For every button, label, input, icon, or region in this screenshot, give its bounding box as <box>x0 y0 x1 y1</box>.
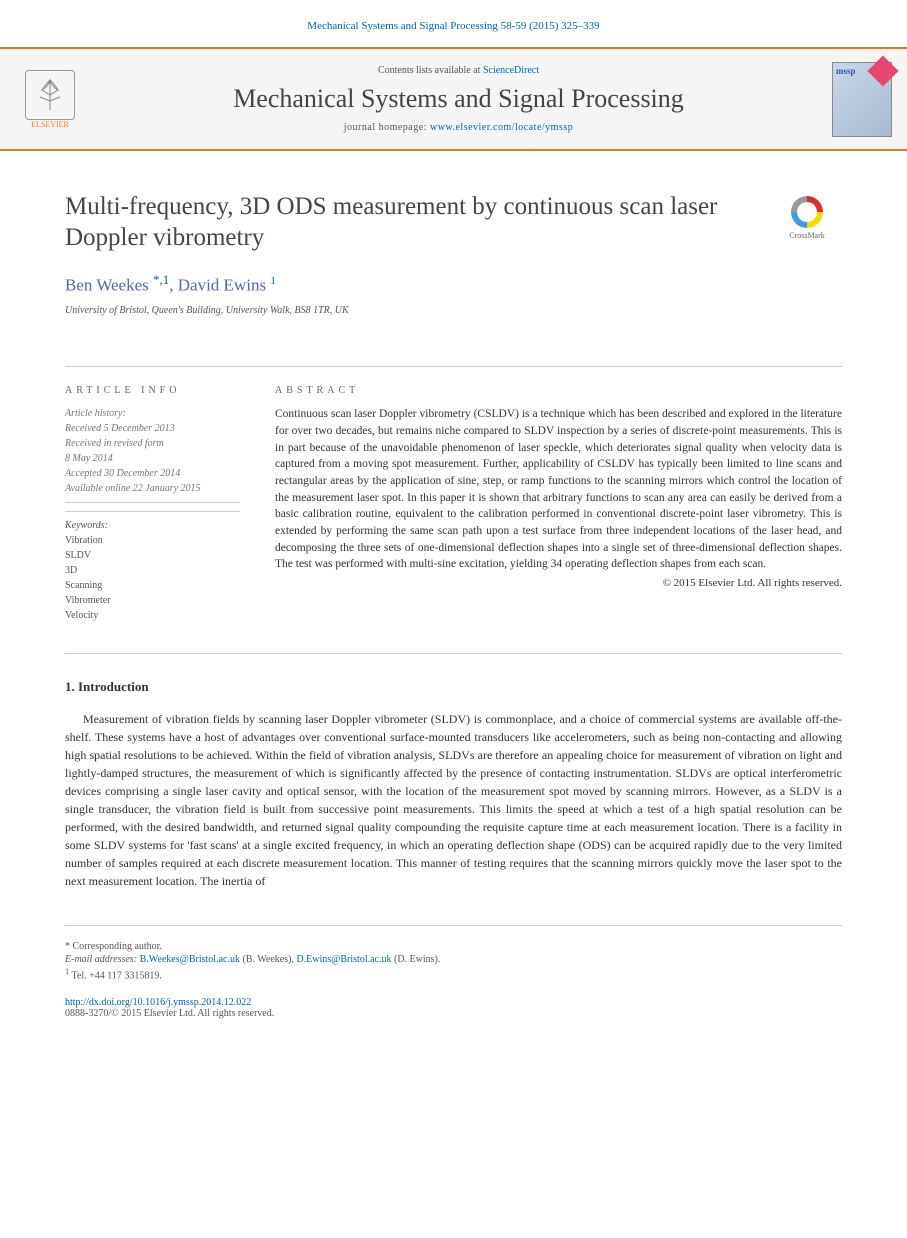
article-title: Multi-frequency, 3D ODS measurement by c… <box>65 191 745 254</box>
abstract-text: Continuous scan laser Doppler vibrometry… <box>275 406 842 573</box>
authors-line: Ben Weekes *,1, David Ewins 1 <box>65 272 842 296</box>
tel-line: 1 Tel. +44 117 3315819. <box>65 967 842 981</box>
tel-number: Tel. +44 117 3315819. <box>69 970 162 981</box>
keyword: Velocity <box>65 608 240 623</box>
journal-cover-thumb: mssp <box>832 62 892 137</box>
history-revised-2: 8 May 2014 <box>65 451 240 466</box>
homepage-link[interactable]: www.elsevier.com/locate/ymssp <box>430 122 573 133</box>
banner-center: Contents lists available at ScienceDirec… <box>85 65 832 133</box>
history-accepted: Accepted 30 December 2014 <box>65 466 240 481</box>
elsevier-tree-icon <box>25 70 75 120</box>
keyword: Scanning <box>65 578 240 593</box>
author-2: David Ewins <box>178 275 266 294</box>
abstract-copyright: © 2015 Elsevier Ltd. All rights reserved… <box>275 577 842 589</box>
elsevier-label: ELSEVIER <box>31 120 69 129</box>
history-label: Article history: <box>65 406 240 421</box>
email-1-who: (B. Weekes), <box>240 954 297 965</box>
email-2[interactable]: D.Ewins@Bristol.ac.uk <box>296 954 391 965</box>
abstract-heading: ABSTRACT <box>275 385 842 396</box>
info-abstract-row: ARTICLE INFO Article history: Received 5… <box>0 367 907 653</box>
journal-cover-label: mssp <box>836 66 856 76</box>
keyword: SLDV <box>65 548 240 563</box>
doi-link[interactable]: http://dx.doi.org/10.1016/j.ymssp.2014.1… <box>65 997 251 1008</box>
author-1-marks[interactable]: *,1 <box>153 272 169 287</box>
article-info-column: ARTICLE INFO Article history: Received 5… <box>65 385 240 623</box>
contents-prefix: Contents lists available at <box>378 65 483 76</box>
issn-copyright: 0888-3270/© 2015 Elsevier Ltd. All right… <box>65 1008 842 1019</box>
corresponding-author-note: * Corresponding author. <box>65 941 842 952</box>
page-footer: http://dx.doi.org/10.1016/j.ymssp.2014.1… <box>0 991 907 1044</box>
author-1: Ben Weekes <box>65 275 149 294</box>
keyword: Vibration <box>65 533 240 548</box>
contents-list-line: Contents lists available at ScienceDirec… <box>85 65 832 76</box>
email-line: E-mail addresses: B.Weekes@Bristol.ac.uk… <box>65 954 842 965</box>
homepage-prefix: journal homepage: <box>344 122 430 133</box>
footnotes: * Corresponding author. E-mail addresses… <box>65 925 842 991</box>
crossmark-icon <box>791 196 823 228</box>
journal-banner: ELSEVIER Contents lists available at Sci… <box>0 47 907 151</box>
history-online: Available online 22 January 2015 <box>65 481 240 496</box>
journal-homepage-line: journal homepage: www.elsevier.com/locat… <box>85 122 832 133</box>
sciencedirect-link[interactable]: ScienceDirect <box>483 65 539 76</box>
history-revised-1: Received in revised form <box>65 436 240 451</box>
email-label: E-mail addresses: <box>65 954 140 965</box>
header-citation: Mechanical Systems and Signal Processing… <box>0 0 907 47</box>
history-block: Article history: Received 5 December 201… <box>65 406 240 503</box>
section-heading: 1. Introduction <box>65 679 842 695</box>
crossmark-label: CrossMark <box>789 231 825 240</box>
email-2-who: (D. Ewins). <box>392 954 441 965</box>
author-sep: , <box>169 275 178 294</box>
keyword: Vibrometer <box>65 593 240 608</box>
keywords-label: Keywords: <box>65 518 240 533</box>
keyword: 3D <box>65 563 240 578</box>
author-2-marks[interactable]: 1 <box>270 275 276 287</box>
article-header: CrossMark Multi-frequency, 3D ODS measur… <box>0 151 907 366</box>
journal-name: Mechanical Systems and Signal Processing <box>85 84 832 114</box>
history-received: Received 5 December 2013 <box>65 421 240 436</box>
email-1[interactable]: B.Weekes@Bristol.ac.uk <box>140 954 240 965</box>
crossmark-badge[interactable]: CrossMark <box>772 196 842 246</box>
article-info-heading: ARTICLE INFO <box>65 385 240 396</box>
intro-paragraph: Measurement of vibration fields by scann… <box>65 710 842 890</box>
introduction-section: 1. Introduction Measurement of vibration… <box>0 654 907 900</box>
affiliation: University of Bristol, Queen's Building,… <box>65 305 842 316</box>
abstract-column: ABSTRACT Continuous scan laser Doppler v… <box>275 385 842 623</box>
elsevier-logo: ELSEVIER <box>15 59 85 139</box>
keywords-block: Keywords: Vibration SLDV 3D Scanning Vib… <box>65 511 240 623</box>
